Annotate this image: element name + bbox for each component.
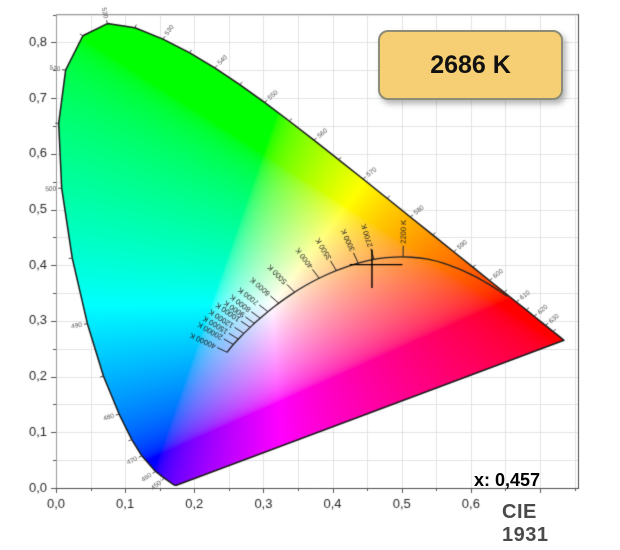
cct-badge: 2686 K	[378, 30, 563, 100]
coordinate-readout: x: 0,457 y: 0,403	[474, 410, 540, 550]
diagram-title: CIE 1931	[502, 501, 549, 546]
cct-badge-value: 2686 K	[430, 50, 511, 79]
readout-x: x: 0,457	[474, 470, 541, 490]
